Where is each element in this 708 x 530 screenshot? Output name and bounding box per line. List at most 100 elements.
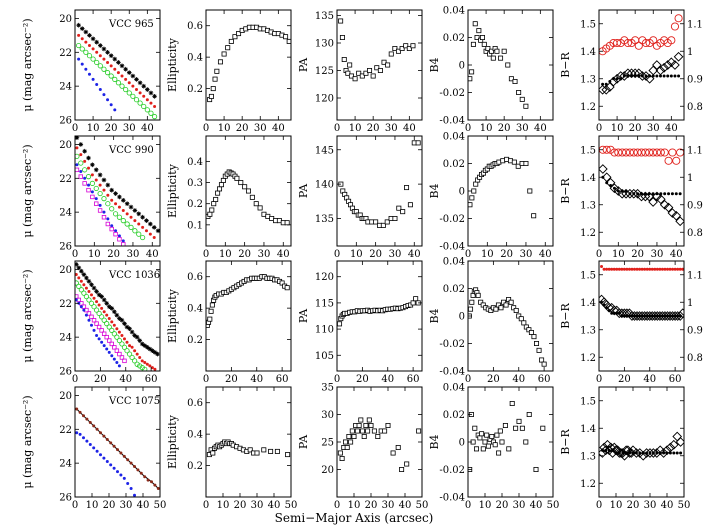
y-tick-label: 1.5 [580,145,596,156]
data-point [87,183,91,187]
data-point [117,316,122,321]
data-point [513,307,519,313]
data-point [137,222,141,226]
data-point [84,275,89,281]
y-axis-label: Ellipticity [166,288,179,343]
x-tick-label: 20 [234,500,247,511]
plot-area [468,400,546,472]
data-point [110,198,114,202]
x-tick-label: 40 [381,374,394,385]
y-tick-label: 24 [59,208,72,219]
data-point [647,192,651,196]
data-point [523,160,529,166]
x-tick-label: 40 [272,123,285,134]
y-tick-label: 30 [321,410,334,421]
x-tick-label: 30 [644,500,657,511]
x-tick-label: 10 [218,123,231,134]
data-point [209,302,215,308]
x-tick-label: 20 [618,374,631,385]
data-point [147,346,153,352]
data-point [113,108,117,112]
data-point [115,327,119,331]
x-tick-label: 40 [403,123,416,134]
x-tick-label: 20 [369,249,382,260]
data-point [663,314,667,318]
y-tick-label: 35 [321,383,334,394]
data-point [666,57,677,68]
data-point [142,343,148,348]
data-point [89,314,94,320]
data-point [138,91,142,95]
data-point [83,293,90,300]
data-point [93,185,99,192]
data-point [87,72,91,76]
data-point [78,142,84,147]
data-point [75,294,79,299]
data-point [126,70,132,75]
data-point [101,46,107,52]
data-point [79,268,84,274]
panel-16: 0 10 20 30 40 50 0.2 0.4 0.6 Ellipticity [166,386,297,511]
data-point [121,239,125,243]
data-point [87,318,91,322]
data-point [86,187,91,193]
data-point [663,202,674,213]
data-point [129,461,133,465]
data-point [82,181,87,186]
data-point [76,265,82,271]
plot-area [468,21,529,109]
data-point [78,410,82,414]
data-point [145,98,149,102]
data-point [645,448,655,458]
y-tick-label: 0 [459,61,465,72]
data-point [207,211,213,217]
series-0 [468,21,529,109]
data-point [79,153,83,157]
x-tick-label: 20 [367,123,380,134]
y-tick-label: 25 [321,438,334,449]
x-tick-label: 30 [651,249,664,260]
data-point [95,300,99,304]
data-point [624,189,628,193]
data-point [531,213,537,219]
data-point [124,324,130,330]
data-point [648,314,652,318]
data-point [101,317,107,323]
data-point [119,451,123,455]
data-point [607,267,611,271]
y-tick-label: 20 [59,14,72,25]
data-point [94,39,100,45]
data-point [658,267,662,271]
data-point [97,208,103,213]
data-point [496,450,502,456]
data-point [114,229,118,233]
data-point [123,86,129,93]
data-point [95,50,99,54]
data-point [80,37,84,41]
data-point [217,59,223,65]
data-point [623,38,632,48]
data-point [84,40,88,44]
data-point [228,38,234,44]
data-point [519,96,525,102]
data-point [404,185,410,191]
x-tick-label: 0 [596,500,602,511]
data-point [673,74,677,78]
y-axis-label: μ (mag arcsec⁻²) [21,18,34,111]
data-point [605,306,609,310]
data-point [85,174,92,180]
data-point [668,451,672,455]
data-point [601,84,612,95]
data-point [105,459,109,463]
x-tick-label: 30 [385,123,398,134]
data-point [528,329,534,335]
y-tick-label: -0.04 [439,367,465,378]
data-point [109,103,113,107]
data-point [611,448,615,452]
data-point [602,267,606,271]
data-point [671,267,675,271]
data-point [94,201,99,206]
data-point [658,314,662,318]
data-point [498,55,504,61]
data-point [82,167,88,173]
